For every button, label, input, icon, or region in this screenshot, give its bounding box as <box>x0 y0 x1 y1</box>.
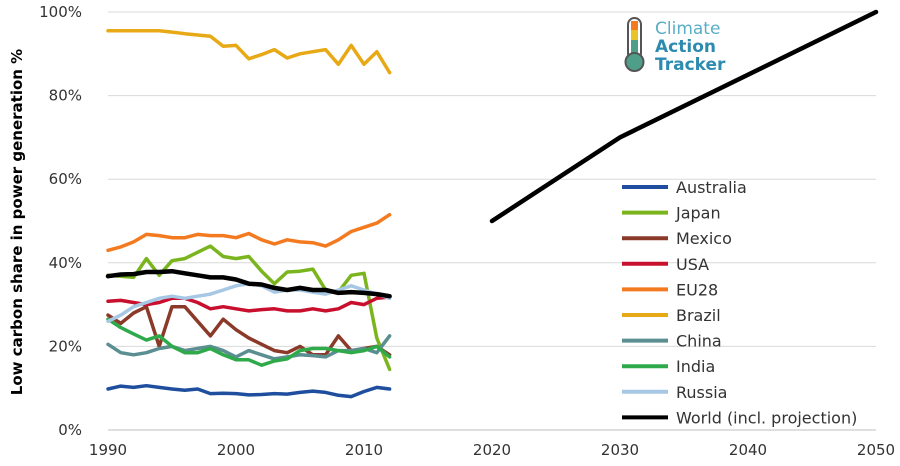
y-tick-label: 100% <box>39 3 82 21</box>
x-tick-label: 2000 <box>217 441 255 459</box>
legend-label: Brazil <box>676 306 721 325</box>
series-line-australia <box>106 383 392 399</box>
thermometer-icon <box>624 17 645 72</box>
legend-label: Japan <box>675 204 721 223</box>
logo-text-climate: Climate <box>655 19 720 39</box>
y-tick-label: 20% <box>49 337 82 355</box>
y-tick-label: 60% <box>49 170 82 188</box>
legend-label: China <box>676 332 722 351</box>
series-line-india <box>106 317 392 367</box>
x-axis: 1990 2000 2010 2020 2030 2040 2050 <box>89 441 895 459</box>
series-line-eu28 <box>106 212 392 253</box>
legend-label: Russia <box>676 383 727 402</box>
x-tick-label: 2050 <box>857 441 895 459</box>
series-line-usa <box>106 295 392 313</box>
series-line-mexico <box>106 304 392 357</box>
logo: Climate Action Tracker <box>624 17 726 75</box>
x-tick-label: 2030 <box>601 441 639 459</box>
legend-label: World (incl. projection) <box>676 408 857 427</box>
y-tick-label: 40% <box>49 254 82 272</box>
gridlines <box>108 11 876 431</box>
legend-label: EU28 <box>676 280 718 299</box>
logo-text-tracker: Tracker <box>655 55 726 75</box>
legend-label: India <box>676 357 715 376</box>
legend: Australia Japan Mexico USA EU28 Brazil China In… <box>622 178 857 427</box>
x-tick-label: 1990 <box>89 441 127 459</box>
legend-label: USA <box>676 255 709 274</box>
y-tick-label: 0% <box>58 421 82 439</box>
series-line-world-incl-projection <box>105 268 392 299</box>
series-line-brazil <box>106 29 392 75</box>
x-tick-label: 2010 <box>345 441 383 459</box>
y-tick-label: 80% <box>49 87 82 105</box>
series-line-world-projection <box>489 9 879 224</box>
logo-text-action: Action <box>655 37 716 57</box>
series-line-japan <box>106 244 392 372</box>
x-tick-label: 2040 <box>729 441 767 459</box>
y-axis-label: Low carbon share in power generation % <box>8 49 26 395</box>
x-tick-label: 2020 <box>473 441 511 459</box>
y-axis: 0% 20% 40% 60% 80% 100% <box>39 3 82 439</box>
legend-label: Australia <box>676 178 747 197</box>
legend-label: Mexico <box>676 229 732 248</box>
series-lines <box>105 9 879 399</box>
